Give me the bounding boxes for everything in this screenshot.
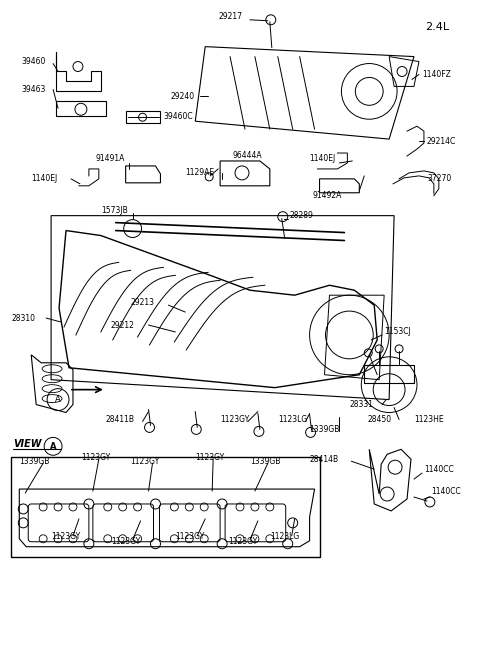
Text: 28289: 28289 (290, 211, 313, 220)
Text: 37270: 37270 (427, 174, 451, 183)
Text: 1140EJ: 1140EJ (31, 174, 58, 183)
Text: VIEW: VIEW (13, 440, 42, 449)
Text: 1153CJ: 1153CJ (384, 328, 411, 337)
Text: 1123LG: 1123LG (278, 415, 307, 424)
Text: 1123GY: 1123GY (220, 415, 250, 424)
Text: 39463: 39463 (21, 85, 46, 94)
Text: 29213: 29213 (131, 297, 155, 307)
Text: 91491A: 91491A (96, 155, 125, 164)
Text: 29217: 29217 (218, 12, 242, 22)
Text: 1339GB: 1339GB (310, 425, 340, 434)
Text: 1140EJ: 1140EJ (310, 155, 336, 164)
Text: 1140CC: 1140CC (424, 464, 454, 474)
Text: 1573JB: 1573JB (101, 206, 128, 215)
Text: 1123GY: 1123GY (81, 453, 110, 462)
Text: 1123HE: 1123HE (414, 415, 444, 424)
Text: 1129AE: 1129AE (185, 168, 215, 178)
Text: 29212: 29212 (111, 320, 134, 329)
Text: 28450: 28450 (367, 415, 391, 424)
Text: 29240: 29240 (170, 92, 194, 101)
Text: 1140FZ: 1140FZ (422, 70, 451, 79)
Text: 39460: 39460 (21, 57, 46, 66)
Text: 1123GY: 1123GY (175, 533, 204, 541)
Text: 91492A: 91492A (312, 191, 342, 200)
Text: 96444A: 96444A (232, 151, 262, 160)
Text: 1140CC: 1140CC (431, 487, 461, 496)
Text: 28310: 28310 (12, 314, 36, 322)
Text: 39460C: 39460C (164, 112, 193, 121)
Text: 2.4L: 2.4L (425, 22, 449, 32)
Text: 28331: 28331 (349, 400, 373, 409)
Text: 1123GY: 1123GY (131, 457, 160, 466)
Text: 1123GY: 1123GY (195, 453, 225, 462)
Text: 1123GY: 1123GY (228, 537, 257, 546)
Text: 1123GY: 1123GY (111, 537, 140, 546)
Text: 1123GY: 1123GY (51, 533, 80, 541)
Text: A: A (50, 442, 56, 451)
Text: A: A (55, 395, 61, 404)
Text: 1339GB: 1339GB (19, 457, 49, 466)
Text: 1339GB: 1339GB (250, 457, 280, 466)
Text: 1123LG: 1123LG (270, 533, 299, 541)
Text: 28411B: 28411B (106, 415, 135, 424)
Text: 29214C: 29214C (427, 137, 456, 145)
Text: 28414B: 28414B (310, 455, 339, 464)
